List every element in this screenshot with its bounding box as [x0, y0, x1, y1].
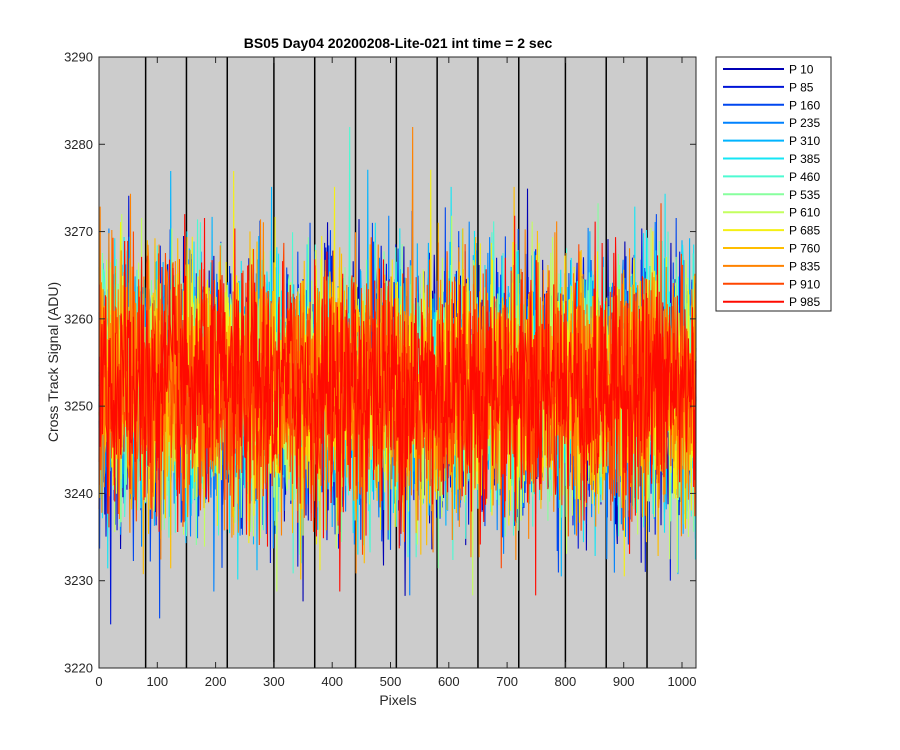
- legend-label-p385: P 385: [789, 152, 820, 166]
- legend-label-p160: P 160: [789, 98, 820, 112]
- legend-label-p535: P 535: [789, 188, 820, 202]
- legend-label-p85: P 85: [789, 80, 814, 94]
- y-tick-label-3230: 3230: [64, 573, 93, 588]
- x-axis-label: Pixels: [379, 692, 416, 708]
- legend-label-p235: P 235: [789, 116, 820, 130]
- plot-frame: [98, 56, 697, 669]
- y-tick-label-3240: 3240: [64, 486, 93, 501]
- y-tick-label-3270: 3270: [64, 224, 93, 239]
- legend-label-p910: P 910: [789, 277, 820, 291]
- legend-label-p685: P 685: [789, 224, 820, 238]
- x-tick-label-800: 800: [555, 674, 577, 689]
- legend-box: [715, 56, 832, 312]
- legend: P 10 P 85 P 160 P 235 P 310 P 385 P 460 P 535 P …: [715, 56, 832, 312]
- legend-label-p10: P 10: [789, 63, 814, 77]
- x-tick-label-600: 600: [438, 674, 460, 689]
- legend-label-p310: P 310: [789, 134, 820, 148]
- x-tick-label-700: 700: [496, 674, 518, 689]
- y-tick-label-3220: 3220: [64, 661, 93, 676]
- legend-label-p760: P 760: [789, 242, 820, 256]
- series-line-p985: [98, 214, 697, 596]
- chart-title: BS05 Day04 20200208-Lite-021 int time = …: [244, 35, 553, 51]
- axis-ticks: [98, 56, 696, 669]
- x-tick-label-300: 300: [263, 674, 285, 689]
- y-tick-label-3280: 3280: [64, 137, 93, 152]
- y-tick-label-3250: 3250: [64, 399, 93, 414]
- x-tick-label-200: 200: [205, 674, 227, 689]
- x-tick-label-500: 500: [380, 674, 402, 689]
- series-lines: [98, 126, 697, 625]
- y-tick-label-3260: 3260: [64, 311, 93, 326]
- x-tick-label-1000: 1000: [668, 674, 697, 689]
- x-tick-label-100: 100: [146, 674, 168, 689]
- legend-label-p835: P 835: [789, 259, 820, 273]
- y-tick-label-3290: 3290: [64, 50, 93, 65]
- y-axis-label: Cross Track Signal (ADU): [45, 282, 61, 442]
- x-tick-label-0: 0: [95, 674, 102, 689]
- legend-label-p460: P 460: [789, 170, 820, 184]
- x-tick-label-400: 400: [321, 674, 343, 689]
- legend-label-p610: P 610: [789, 206, 820, 220]
- y-tick-labels: 3220 3230 3240 3250 3260 3270 3280 3290: [64, 50, 93, 676]
- x-tick-labels: 0 100 200 300 400 500 600 700 800 900 1000: [95, 674, 696, 689]
- legend-label-p985: P 985: [789, 295, 820, 309]
- x-tick-label-900: 900: [613, 674, 635, 689]
